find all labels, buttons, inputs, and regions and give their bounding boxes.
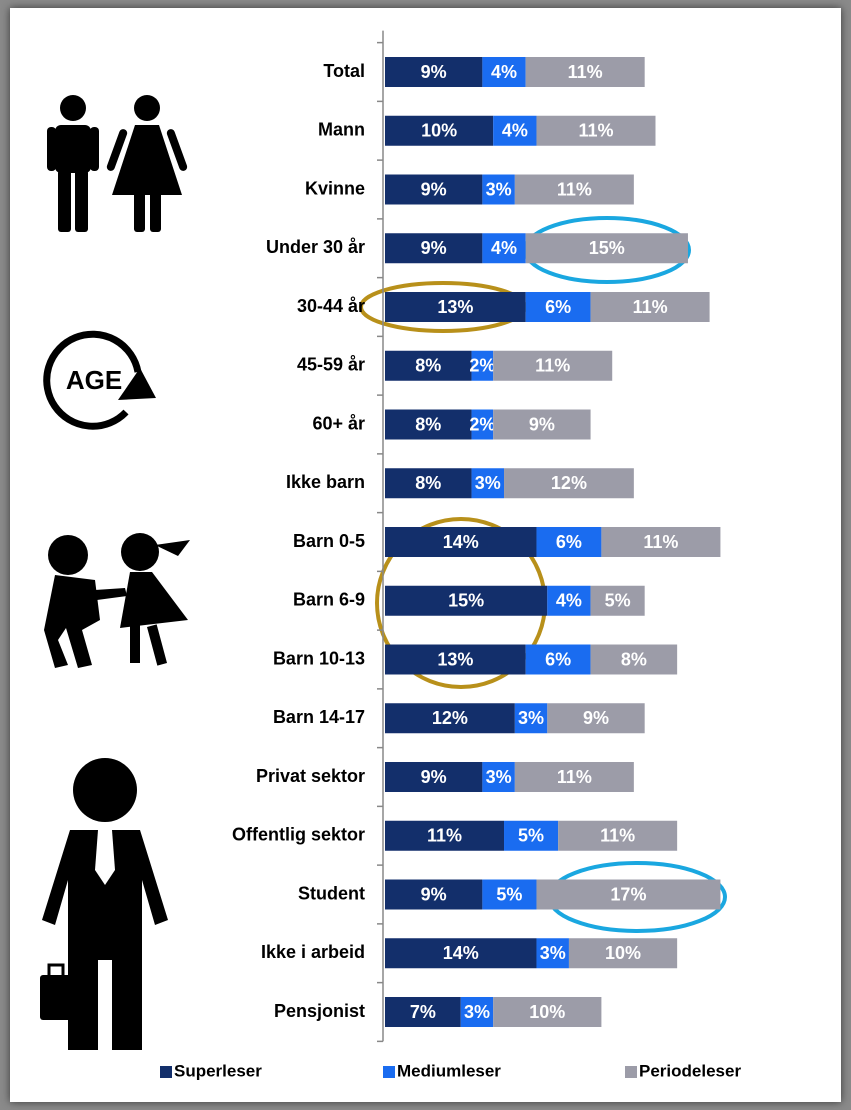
value-label: 9% (583, 708, 609, 728)
value-label: 8% (415, 473, 441, 493)
value-label: 9% (421, 767, 447, 787)
value-label: 12% (432, 708, 468, 728)
value-label: 4% (502, 121, 528, 141)
value-label: 10% (605, 943, 641, 963)
category-label: 45-59 år (297, 355, 365, 375)
category-label: Ikke i arbeid (261, 942, 365, 962)
category-label: 60+ år (312, 413, 365, 433)
value-label: 3% (475, 473, 501, 493)
value-label: 9% (421, 179, 447, 199)
category-label: Privat sektor (256, 766, 365, 786)
legend-label: Superleser (174, 1061, 262, 1080)
value-label: 12% (551, 473, 587, 493)
legend-swatch (383, 1066, 395, 1078)
value-label: 13% (437, 297, 473, 317)
value-label: 11% (578, 121, 613, 141)
legend-label: Mediumleser (397, 1061, 501, 1080)
value-label: 10% (529, 1002, 565, 1022)
value-label: 6% (556, 532, 582, 552)
value-label: 11% (568, 62, 603, 82)
value-label: 15% (448, 591, 484, 611)
businessman-icon (40, 758, 168, 1050)
value-label: 3% (518, 708, 544, 728)
value-label: 11% (427, 826, 462, 846)
value-label: 5% (518, 826, 544, 846)
value-label: 11% (600, 826, 635, 846)
category-label: Barn 0-5 (293, 531, 365, 551)
value-label: 5% (605, 591, 631, 611)
value-label: 11% (557, 179, 592, 199)
value-label: 11% (535, 356, 570, 376)
people-icon (47, 95, 188, 232)
value-label: 5% (496, 884, 522, 904)
category-label: Total (323, 61, 365, 81)
value-label: 14% (443, 532, 479, 552)
category-label: Barn 10-13 (273, 648, 365, 668)
category-label: Mann (318, 120, 365, 140)
category-label: Student (298, 883, 365, 903)
category-label: Barn 14-17 (273, 707, 365, 727)
value-label: 7% (410, 1002, 436, 1022)
value-label: 9% (421, 884, 447, 904)
value-label: 11% (633, 297, 668, 317)
value-label: 8% (415, 414, 441, 434)
value-label: 8% (621, 649, 647, 669)
value-label: 17% (610, 884, 646, 904)
value-label: 4% (491, 238, 517, 258)
value-label: 14% (443, 943, 479, 963)
value-label: 11% (557, 767, 592, 787)
age-icon: AGE (47, 334, 156, 426)
category-label: Under 30 år (266, 237, 365, 257)
age-icon-label: AGE (66, 365, 122, 395)
chart: AGE Total 9% 4% 11% Mann 10% 4% 11% Kvinne 9% 3% 11… (0, 0, 851, 1110)
value-label: 15% (589, 238, 625, 258)
category-label: Offentlig sektor (232, 825, 365, 845)
value-label: 6% (545, 297, 571, 317)
value-label: 4% (491, 62, 517, 82)
legend-label: Periodeleser (639, 1061, 741, 1080)
legend-swatch (625, 1066, 637, 1078)
value-label: 13% (437, 649, 473, 669)
value-label: 9% (421, 62, 447, 82)
value-label: 9% (421, 238, 447, 258)
legend-swatch (160, 1066, 172, 1078)
category-label: Ikke barn (286, 472, 365, 492)
value-label: 10% (421, 121, 457, 141)
value-label: 6% (545, 649, 571, 669)
value-label: 3% (486, 767, 512, 787)
category-label: Barn 6-9 (293, 590, 365, 610)
children-icon (44, 533, 190, 668)
category-label: Kvinne (305, 178, 365, 198)
value-label: 8% (415, 356, 441, 376)
category-label: 30-44 år (297, 296, 365, 316)
value-label: 2% (469, 356, 495, 376)
value-label: 3% (486, 179, 512, 199)
value-label: 4% (556, 591, 582, 611)
category-label: Pensjonist (274, 1001, 365, 1021)
value-label: 9% (529, 414, 555, 434)
value-label: 11% (643, 532, 678, 552)
value-label: 3% (464, 1002, 490, 1022)
value-label: 2% (469, 414, 495, 434)
value-label: 3% (540, 943, 566, 963)
